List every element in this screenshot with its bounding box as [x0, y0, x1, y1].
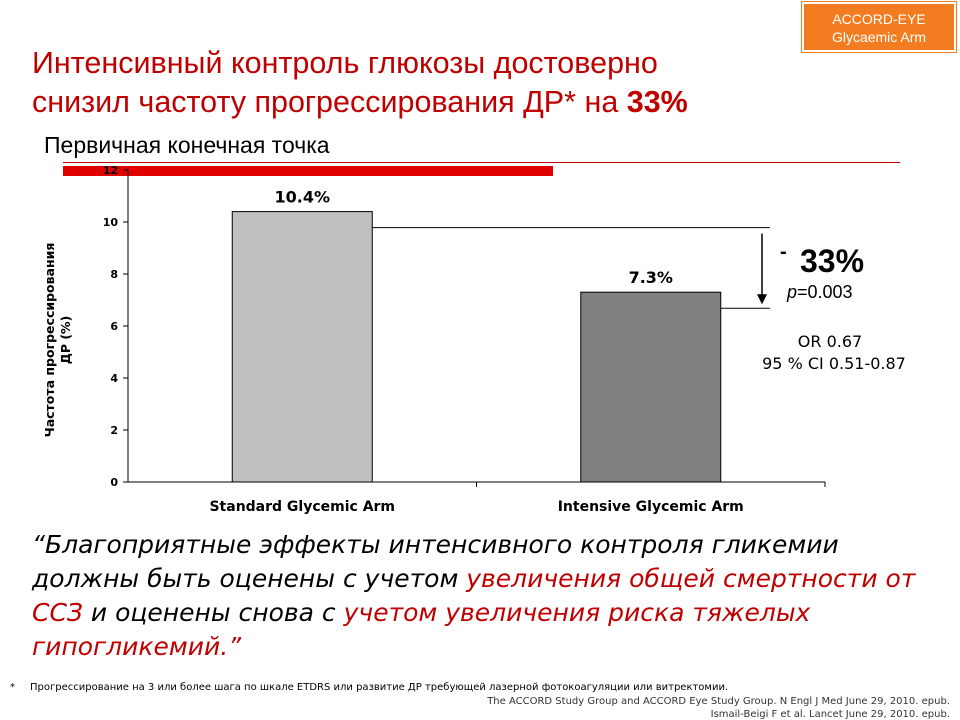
- title-highlight: 33%: [626, 85, 688, 119]
- y-tick-label-0: 0: [110, 476, 118, 489]
- y-tick-label-3: 6: [110, 320, 118, 333]
- reduction-value: 33%: [800, 243, 864, 279]
- confidence-interval: 95 % CI 0.51-0.87: [762, 354, 906, 373]
- reference-1: The ACCORD Study Group and ACCORD Eye St…: [487, 696, 950, 707]
- y-axis-label: Частота прогрессированияДР (%): [42, 243, 73, 438]
- footnote-text: Прогрессирование на 3 или более шага по …: [30, 682, 729, 693]
- x-tick-label-1: Intensive Glycemic Arm: [558, 499, 744, 515]
- study-badge: ACCORD-EYE Glycaemic Arm: [802, 2, 956, 52]
- badge-line2: Glycaemic Arm: [831, 29, 927, 45]
- y-tick-label-2: 4: [110, 372, 118, 385]
- slide-title: Интенсивный контроль глюкозы достоверно …: [32, 44, 812, 122]
- divider-thin: [63, 162, 900, 163]
- title-line1: Интенсивный контроль глюкозы достоверно: [32, 46, 658, 80]
- quote-part1: “Благоприятные эффекты интенсивного конт…: [32, 530, 839, 593]
- y-tick-label-5: 10: [103, 216, 119, 229]
- x-tick-label-0: Standard Glycemic Arm: [209, 499, 395, 515]
- quote-block: “Благоприятные эффекты интенсивного конт…: [32, 528, 932, 664]
- divider-thick: [63, 166, 553, 176]
- quote-part2: увеличения общей смертности от ССЗ: [32, 564, 916, 627]
- reduction-arrow-head: [757, 294, 767, 305]
- badge-line1: ACCORD-EYE: [832, 11, 926, 27]
- title-line2: снизил частоту прогрессирования ДР* на 3…: [32, 83, 812, 122]
- reference-2: Ismail-Beigi F et al. Lancet June 29, 20…: [710, 709, 950, 720]
- bar-1: [580, 291, 722, 483]
- quote-part4: учетом увеличения риска тяжелых гипоглик…: [32, 598, 811, 661]
- title-line2-text: снизил частоту прогрессирования ДР* на: [32, 85, 627, 119]
- slide-subtitle: Первичная конечная точка: [44, 132, 330, 158]
- reduction-minus: -: [780, 241, 787, 263]
- bar-label-0: 10.4%: [274, 188, 330, 207]
- p-value: p=0.003: [786, 282, 853, 302]
- bar-label-1: 7.3%: [629, 268, 673, 287]
- y-tick-label-4: 8: [110, 268, 118, 281]
- y-tick-label-6: 12: [103, 164, 118, 177]
- bar-0: [231, 211, 373, 483]
- footnote-star: *: [10, 682, 15, 693]
- y-tick-label-1: 2: [110, 424, 118, 437]
- odds-ratio: OR 0.67: [798, 332, 862, 351]
- quote-part3: и оценены снова с: [82, 598, 344, 627]
